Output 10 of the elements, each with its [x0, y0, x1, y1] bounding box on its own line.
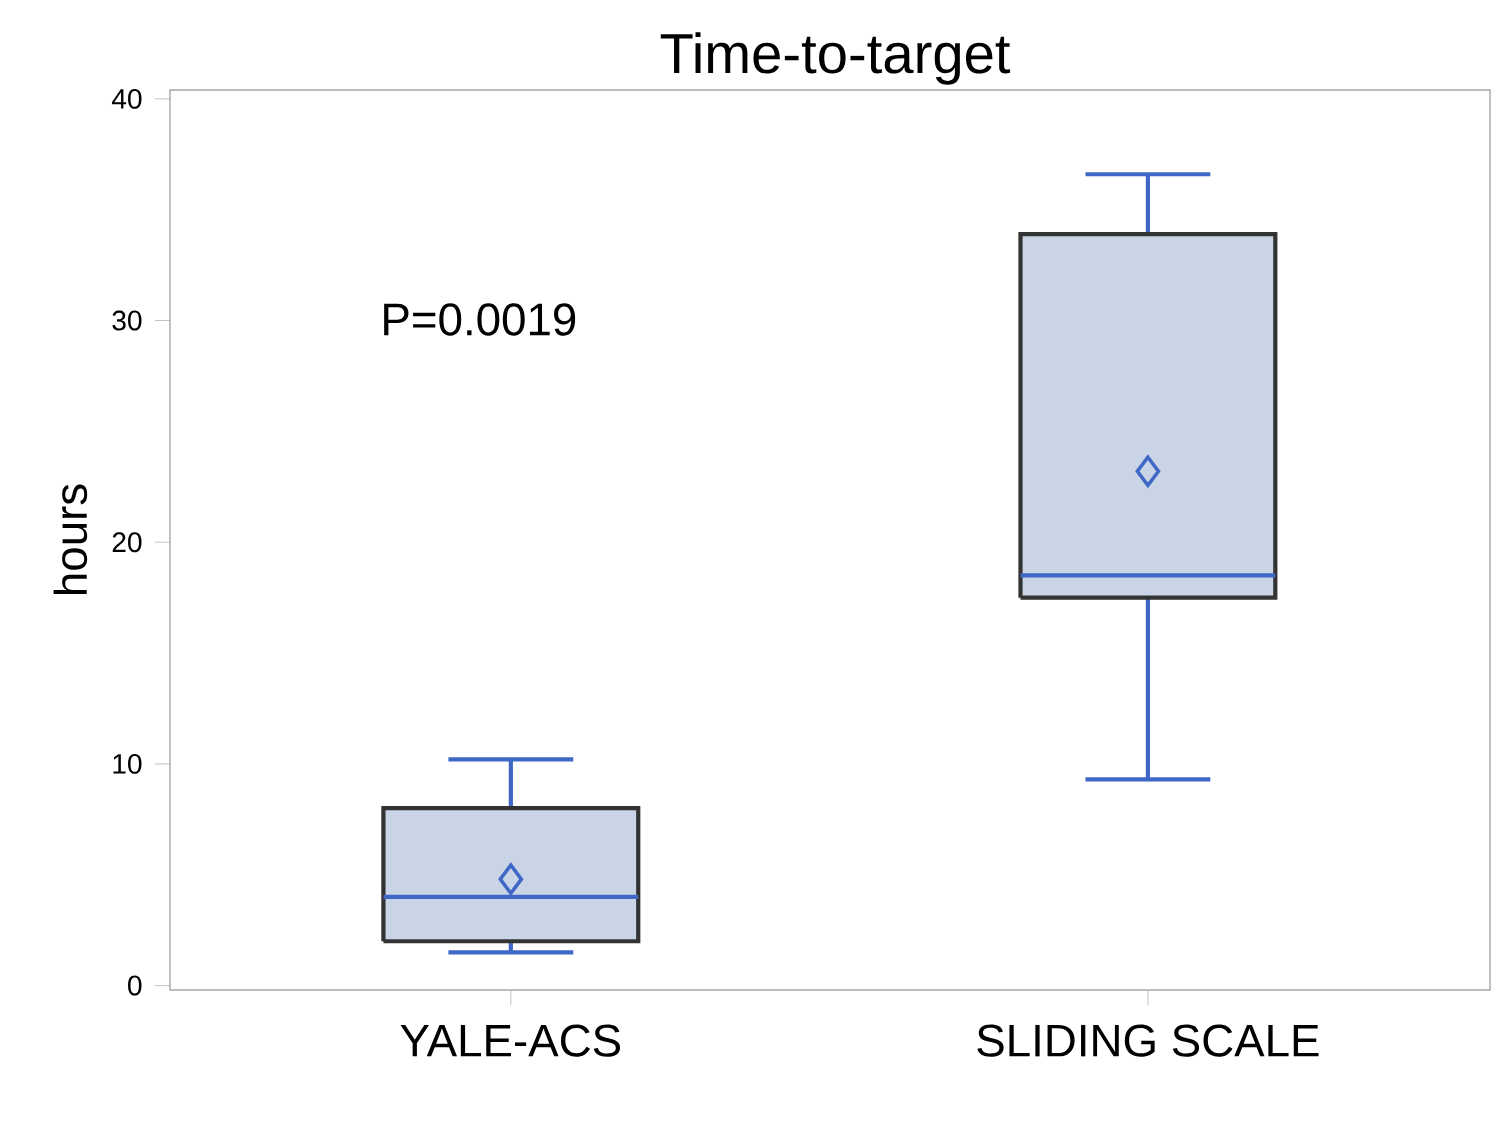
y-tick-label: 40 — [111, 88, 142, 109]
y-tick-label: 0 — [128, 975, 142, 996]
chart-title: Time-to-target — [660, 32, 1011, 85]
x-tick-label: YALE-ACS — [400, 1024, 621, 1057]
y-axis-title: hours — [53, 484, 88, 594]
y-tick-label: 10 — [113, 753, 142, 774]
y-tick-label: 30 — [112, 310, 142, 331]
x-tick-label: SLIDING SCALE — [977, 1024, 1319, 1057]
y-tick-label: 20 — [112, 532, 142, 553]
annotation: P=0.0019 — [384, 303, 576, 336]
